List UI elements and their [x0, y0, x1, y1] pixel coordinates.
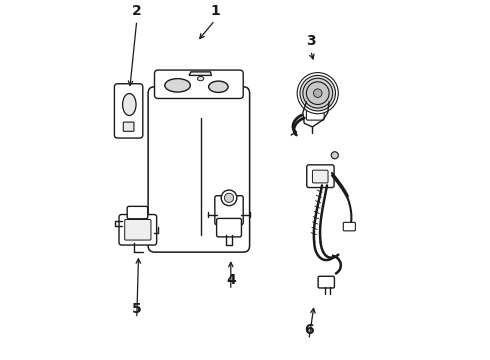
Circle shape [297, 73, 338, 114]
Polygon shape [189, 72, 212, 75]
Text: 1: 1 [210, 4, 220, 18]
Ellipse shape [165, 78, 190, 92]
Ellipse shape [209, 81, 228, 93]
Circle shape [300, 75, 336, 111]
Ellipse shape [197, 76, 204, 81]
Circle shape [303, 78, 333, 108]
FancyBboxPatch shape [154, 70, 243, 99]
Text: 6: 6 [304, 323, 314, 337]
Ellipse shape [122, 94, 136, 116]
FancyBboxPatch shape [114, 84, 143, 138]
FancyBboxPatch shape [123, 122, 134, 131]
Circle shape [224, 193, 234, 202]
FancyBboxPatch shape [124, 220, 151, 240]
FancyBboxPatch shape [217, 219, 242, 237]
Circle shape [331, 152, 338, 159]
FancyBboxPatch shape [148, 87, 249, 252]
Text: 2: 2 [132, 4, 142, 18]
Circle shape [221, 190, 237, 206]
Text: 5: 5 [132, 302, 142, 316]
Text: 3: 3 [306, 34, 316, 48]
FancyBboxPatch shape [215, 196, 243, 225]
Circle shape [314, 89, 322, 98]
FancyBboxPatch shape [119, 215, 157, 245]
FancyBboxPatch shape [307, 165, 334, 188]
FancyBboxPatch shape [127, 206, 148, 219]
FancyBboxPatch shape [306, 107, 324, 120]
FancyBboxPatch shape [313, 170, 328, 183]
FancyBboxPatch shape [343, 222, 355, 231]
Circle shape [306, 82, 329, 104]
Text: 4: 4 [226, 273, 236, 287]
FancyBboxPatch shape [318, 276, 335, 288]
